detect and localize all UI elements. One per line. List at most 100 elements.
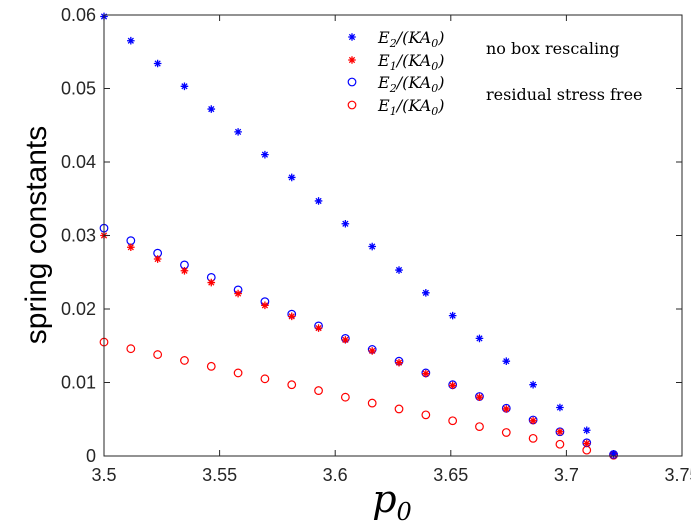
legend-label-sub2: 0 — [431, 105, 438, 118]
data-point-circle — [233, 368, 243, 378]
data-point-asterisk — [502, 357, 511, 365]
data-point-asterisk — [180, 266, 189, 275]
plot-area — [104, 15, 682, 456]
data-point-asterisk — [422, 369, 430, 378]
data-point-circle — [314, 386, 323, 395]
y-tick-label: 0.04 — [61, 152, 96, 172]
legend-label-sub: 1 — [390, 60, 397, 73]
data-point-asterisk — [261, 150, 269, 159]
data-point-asterisk — [180, 82, 189, 91]
legend-label-rest: /(KA — [395, 28, 432, 47]
x-tick-label: 3.65 — [433, 465, 468, 485]
y-tick-label: 0.03 — [61, 226, 96, 246]
data-point-asterisk — [529, 380, 537, 389]
data-point-asterisk — [261, 301, 269, 310]
legend-entry-label: E1/(KA0) — [377, 96, 444, 118]
data-point-asterisk — [582, 439, 591, 448]
data-point-circle — [287, 380, 297, 390]
y-tick-label: 0 — [86, 446, 96, 466]
data-point-asterisk — [556, 427, 564, 436]
data-point-asterisk — [207, 278, 216, 287]
data-point-circle — [206, 361, 216, 371]
data-point-circle — [501, 428, 511, 437]
legend-label-end: ) — [437, 28, 444, 47]
legend-label-main: E — [377, 96, 390, 115]
data-point-asterisk — [395, 358, 403, 367]
legend-label-sub: 1 — [390, 105, 397, 118]
data-point-asterisk — [556, 403, 564, 412]
x-axis-label: p0 — [372, 477, 412, 523]
data-point-asterisk — [287, 312, 296, 321]
legend-label-rest: /(KA — [395, 51, 432, 70]
legend-label-sub: 2 — [389, 82, 397, 95]
y-axis-ticks: 0 0.01 0.02 0.03 0.04 0.05 0.06 — [61, 5, 682, 466]
data-point-circle — [367, 398, 377, 408]
data-point-circle — [528, 433, 538, 443]
data-point-asterisk — [314, 324, 323, 332]
x-axis-label-sub: 0 — [397, 498, 412, 523]
legend-entry-label: E2/(KA0) — [377, 73, 444, 95]
legend-label-rest: /(KA — [395, 73, 432, 92]
data-point-asterisk — [127, 36, 135, 45]
data-point-asterisk — [395, 266, 403, 274]
data-point-circle — [260, 374, 270, 384]
legend-label-sub2: 0 — [431, 82, 438, 95]
legend-label-rest: /(KA — [395, 96, 432, 115]
legend-label-main: E — [377, 51, 390, 70]
data-point-asterisk — [314, 197, 323, 205]
data-point-circle — [394, 404, 404, 414]
data-point-asterisk — [529, 416, 537, 425]
data-point-asterisk — [341, 219, 350, 228]
legend-group-label: no box rescaling — [486, 39, 620, 58]
data-point-circle — [555, 439, 565, 449]
data-point-asterisk — [448, 381, 457, 390]
data-point-asterisk — [153, 255, 162, 263]
data-point-asterisk — [234, 289, 242, 298]
legend: E2/(KA0)E1/(KA0)E2/(KA0)E1/(KA0)no box r… — [347, 28, 643, 118]
legend-marker-asterisk — [348, 56, 356, 64]
x-tick-label: 3.6 — [323, 465, 348, 485]
legend-label-end: ) — [437, 51, 444, 70]
legend-label-sub2: 0 — [431, 60, 438, 73]
data-point-asterisk — [153, 59, 162, 68]
data-point-circle — [126, 344, 136, 354]
data-point-asterisk — [609, 449, 618, 458]
data-point-asterisk — [582, 426, 591, 435]
x-axis-ticks: 3.5 3.55 3.6 3.65 3.7 3.75 — [91, 15, 691, 485]
legend-entry-label: E2/(KA0) — [377, 28, 444, 50]
x-tick-label: 3.55 — [202, 465, 237, 485]
y-tick-label: 0.06 — [61, 5, 96, 25]
legend-label-sub: 2 — [389, 37, 397, 50]
x-tick-label: 3.75 — [664, 465, 691, 485]
data-point-circle — [448, 416, 458, 426]
data-point-asterisk — [127, 243, 135, 252]
y-tick-label: 0.05 — [61, 79, 96, 99]
y-tick-label: 0.01 — [61, 373, 96, 393]
data-point-asterisk — [368, 347, 376, 355]
data-point-asterisk — [341, 336, 350, 344]
data-point-asterisk — [448, 311, 457, 320]
legend-label-sub2: 0 — [431, 37, 438, 50]
data-point-asterisk — [234, 128, 242, 136]
data-point-asterisk — [287, 173, 296, 182]
data-point-asterisk — [475, 334, 484, 343]
legend-marker-circle — [347, 77, 357, 87]
legend-label-main: E — [377, 28, 390, 47]
y-axis-label: spring constants — [20, 126, 53, 344]
legend-entry-label: E1/(KA0) — [377, 51, 444, 73]
legend-group-label: residual stress free — [486, 85, 643, 104]
data-point-asterisk — [502, 405, 511, 413]
legend-label-main: E — [377, 73, 390, 92]
data-point-asterisk — [368, 242, 376, 251]
legend-label-end: ) — [437, 73, 444, 92]
data-point-asterisk — [207, 105, 216, 113]
data-point-circle — [475, 422, 484, 432]
data-point-circle — [340, 392, 350, 402]
data-point-circle — [421, 410, 431, 420]
data-point-asterisk — [422, 289, 430, 297]
legend-label-end: ) — [437, 96, 444, 115]
data-point-circle — [180, 356, 189, 365]
legend-marker-asterisk — [348, 33, 356, 41]
y-tick-label: 0.02 — [61, 299, 96, 319]
